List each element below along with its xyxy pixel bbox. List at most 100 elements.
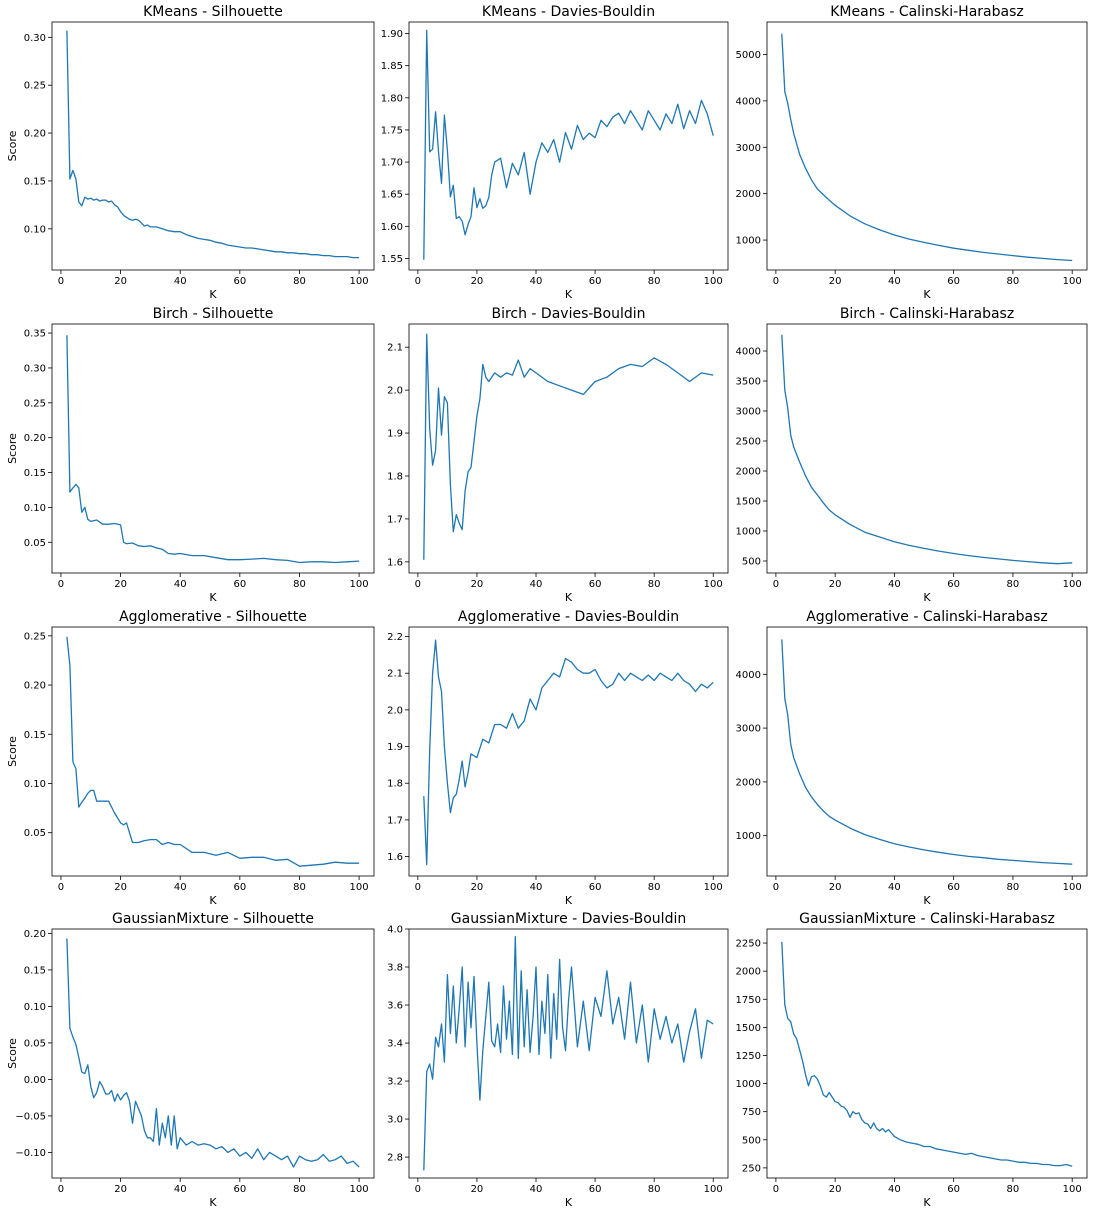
x-axis-label: K (565, 288, 573, 301)
x-tick-label: 40 (174, 579, 187, 590)
x-tick-label: 100 (350, 579, 369, 590)
y-tick-label: 500 (742, 1135, 761, 1146)
x-tick-label: 80 (293, 276, 306, 287)
y-tick-label: 2.0 (387, 705, 403, 716)
chart-panel-6: Birch - Calinski-Harabasz 0 20 40 60 80 100 500… (736, 306, 1088, 604)
x-axis-label: K (565, 591, 573, 604)
chart-panel-12: GaussianMixture - Calinski-Harabasz 0 20 40… (736, 911, 1088, 1209)
y-tick-label: 0.05 (24, 538, 46, 549)
chart-panel-8: Agglomerative - Davies-Bouldin 0 20 40 60 80 1… (387, 609, 729, 907)
x-tick-label: 60 (589, 882, 602, 893)
y-tick-label: 0.15 (24, 965, 46, 976)
chart-panel-7: Agglomerative - Silhouette 0 20 40 60 80 100 0.… (6, 609, 375, 907)
chart-panel-9: Agglomerative - Calinski-Harabasz 0 20 40 60… (736, 609, 1088, 907)
y-tick-label: 2.1 (387, 669, 403, 680)
y-tick-label: 3000 (736, 143, 761, 154)
chart-panel-10: GaussianMixture - Silhouette 0 20 40 60 80 100… (6, 911, 375, 1209)
y-tick-label: 2.1 (387, 343, 403, 354)
y-tick-label: 0.05 (24, 828, 46, 839)
y-tick-label: 4000 (736, 670, 761, 681)
y-tick-label: 0.25 (24, 398, 46, 409)
plot-frame (408, 626, 729, 877)
y-axis-label: Score (6, 130, 19, 161)
y-tick-label: 750 (742, 1107, 761, 1118)
series-line (66, 938, 360, 1168)
y-tick-label: 250 (742, 1163, 761, 1174)
x-tick-label: 80 (293, 579, 306, 590)
x-tick-label: 80 (1007, 882, 1020, 893)
x-tick-label: 60 (947, 276, 960, 287)
y-tick-label: 0.10 (24, 1002, 46, 1013)
x-tick-label: 0 (415, 1184, 421, 1195)
y-tick-label: 3.2 (387, 1077, 403, 1088)
x-tick-label: 100 (350, 276, 369, 287)
x-tick-label: 60 (233, 579, 246, 590)
chart-panel-2: KMeans - Davies-Bouldin 0 20 40 60 80 100 1.55 1… (381, 4, 729, 301)
y-tick-label: 1.8 (387, 779, 403, 790)
x-axis-label: K (565, 1196, 573, 1209)
x-tick-label: 20 (114, 882, 127, 893)
chart-title: KMeans - Calinski-Harabasz (830, 4, 1023, 20)
y-tick-label: 1.8 (387, 471, 403, 482)
y-tick-label: 4000 (736, 96, 761, 107)
x-tick-label: 40 (530, 1184, 543, 1195)
y-tick-label: 3000 (736, 407, 761, 418)
x-tick-label: 0 (58, 579, 64, 590)
series-line (423, 333, 714, 560)
y-tick-label: 1.7 (387, 815, 403, 826)
y-tick-label: 2.0 (387, 386, 403, 397)
y-tick-label: 0.10 (24, 224, 46, 235)
x-axis-label: K (565, 894, 573, 907)
y-tick-label: 0.00 (24, 1075, 46, 1086)
y-tick-label: 1000 (736, 236, 761, 247)
x-tick-label: 60 (233, 276, 246, 287)
plot-frame (766, 21, 1088, 271)
x-tick-label: 0 (58, 1184, 64, 1195)
y-tick-label: 0.20 (24, 681, 46, 692)
plot-frame (408, 323, 729, 574)
series-line (781, 33, 1073, 262)
x-tick-label: 20 (114, 579, 127, 590)
plot-frame (51, 323, 375, 574)
x-tick-label: 40 (174, 276, 187, 287)
series-line (423, 29, 714, 260)
y-tick-label: 1750 (736, 995, 761, 1006)
y-tick-label: 3.6 (387, 1001, 403, 1012)
chart-title: GaussianMixture - Calinski-Harabasz (799, 911, 1055, 927)
plot-frame (51, 928, 375, 1179)
y-tick-label: 500 (742, 557, 761, 568)
y-tick-label: 0.20 (24, 433, 46, 444)
chart-title: Birch - Silhouette (153, 306, 274, 322)
x-tick-label: 100 (704, 1184, 723, 1195)
series-line (781, 334, 1073, 565)
y-tick-label: 0.05 (24, 1038, 46, 1049)
x-tick-label: 20 (829, 579, 842, 590)
x-tick-label: 0 (415, 579, 421, 590)
x-tick-label: 80 (293, 1184, 306, 1195)
y-tick-label: 3.8 (387, 963, 403, 974)
x-tick-label: 80 (1007, 1184, 1020, 1195)
x-tick-label: 0 (773, 579, 779, 590)
plot-frame (766, 928, 1088, 1179)
x-tick-label: 80 (648, 1184, 661, 1195)
x-tick-label: 60 (589, 1184, 602, 1195)
x-axis-label: K (923, 1196, 931, 1209)
y-tick-label: 4000 (736, 347, 761, 358)
chart-title: Birch - Davies-Bouldin (491, 306, 645, 322)
y-tick-label: 2000 (736, 467, 761, 478)
y-tick-label: 1250 (736, 1051, 761, 1062)
x-tick-label: 100 (704, 882, 723, 893)
x-tick-label: 40 (174, 1184, 187, 1195)
plot-frame (766, 626, 1088, 877)
y-axis-label: Score (6, 736, 19, 767)
series-line (423, 935, 714, 1171)
x-tick-label: 100 (1063, 579, 1082, 590)
y-tick-label: 3.0 (387, 1115, 403, 1126)
y-tick-label: 1.7 (387, 514, 403, 525)
y-tick-label: 3000 (736, 724, 761, 735)
chart-title: Agglomerative - Davies-Bouldin (458, 609, 679, 625)
y-tick-label: 1.60 (381, 222, 403, 233)
y-tick-label: 0.15 (24, 176, 46, 187)
x-axis-label: K (923, 894, 931, 907)
series-line (423, 639, 714, 866)
